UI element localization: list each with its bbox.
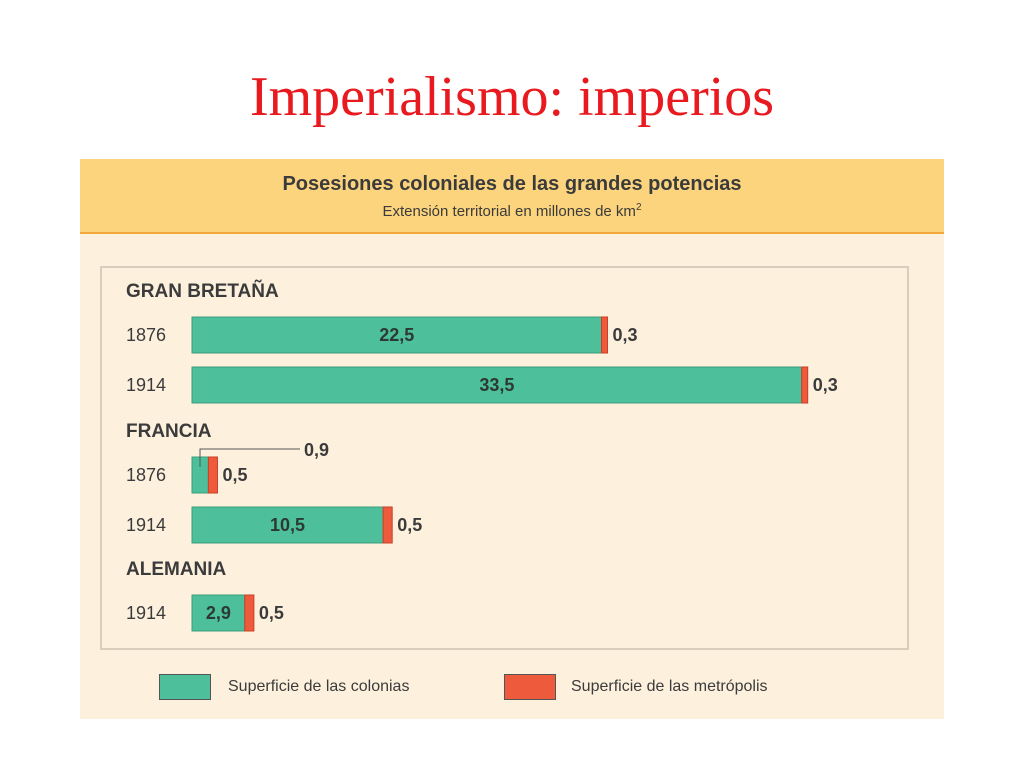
legend-swatch-metropolis [504, 674, 556, 700]
year-label-2-0: 1914 [126, 603, 166, 623]
bar-colonies-0-0 [191, 316, 602, 354]
label-colonies-0-1: 33,5 [479, 375, 514, 395]
group-label-0: GRAN BRETAÑA [126, 280, 279, 302]
label-metropolis-2-0: 0,5 [259, 603, 284, 623]
group-label-1: FRANCIA [126, 421, 212, 442]
year-label-1-1: 1914 [126, 515, 166, 535]
chart-figure: Posesiones coloniales de las grandes pot… [80, 159, 944, 719]
chart-subtitle-text: Extensión territorial en millones de km [382, 203, 636, 220]
chart-subtitle-superscript: 2 [635, 202, 642, 213]
label-metropolis-0-0: 0,3 [613, 325, 638, 345]
bar-metropolis-1-0 [207, 456, 218, 494]
bar-colonies-0-1 [191, 366, 803, 404]
label-metropolis-0-1: 0,3 [813, 375, 838, 395]
slide-title: Imperialismo: imperios [249, 66, 775, 128]
bar-colonies-1-1 [191, 506, 384, 544]
year-label-0-1: 1914 [126, 375, 166, 395]
bar-metropolis-2-0 [244, 594, 255, 632]
year-label-1-0: 1876 [126, 465, 166, 485]
chart-title: Posesiones coloniales de las grandes pot… [282, 173, 742, 195]
bar-chart-svg: GRAN BRETAÑA 1876 0,3 22,5 1914 0,3 33,5 FRANCI… [100, 266, 909, 650]
legend-label-colonies: Superficie de las colonias [228, 678, 410, 695]
label-colonies-1-1: 10,5 [270, 515, 305, 535]
label-colonies-0-0: 22,5 [379, 325, 414, 345]
year-label-0-0: 1876 [126, 325, 166, 345]
legend-label-metropolis: Superficie de las metrópolis [571, 678, 768, 695]
chart-subtitle: Extensión territorial en millones de km2 [80, 198, 944, 222]
chart-header: Posesiones coloniales de las grandes pot… [80, 159, 944, 234]
label-metropolis-1-1: 0,5 [397, 515, 422, 535]
bar-metropolis-0-1 [801, 366, 809, 404]
bar-colonies-2-0 [191, 594, 246, 632]
label-colonies-2-0: 2,9 [206, 603, 231, 623]
label-colonies-1-0: 0,9 [304, 440, 329, 460]
label-metropolis-1-0: 0,5 [222, 465, 247, 485]
callout-line-1-0 [199, 448, 300, 467]
bar-metropolis-0-0 [601, 316, 608, 354]
group-label-2: ALEMANIA [126, 559, 227, 580]
bar-metropolis-1-1 [382, 506, 393, 544]
legend-swatch-colonies [159, 674, 211, 700]
